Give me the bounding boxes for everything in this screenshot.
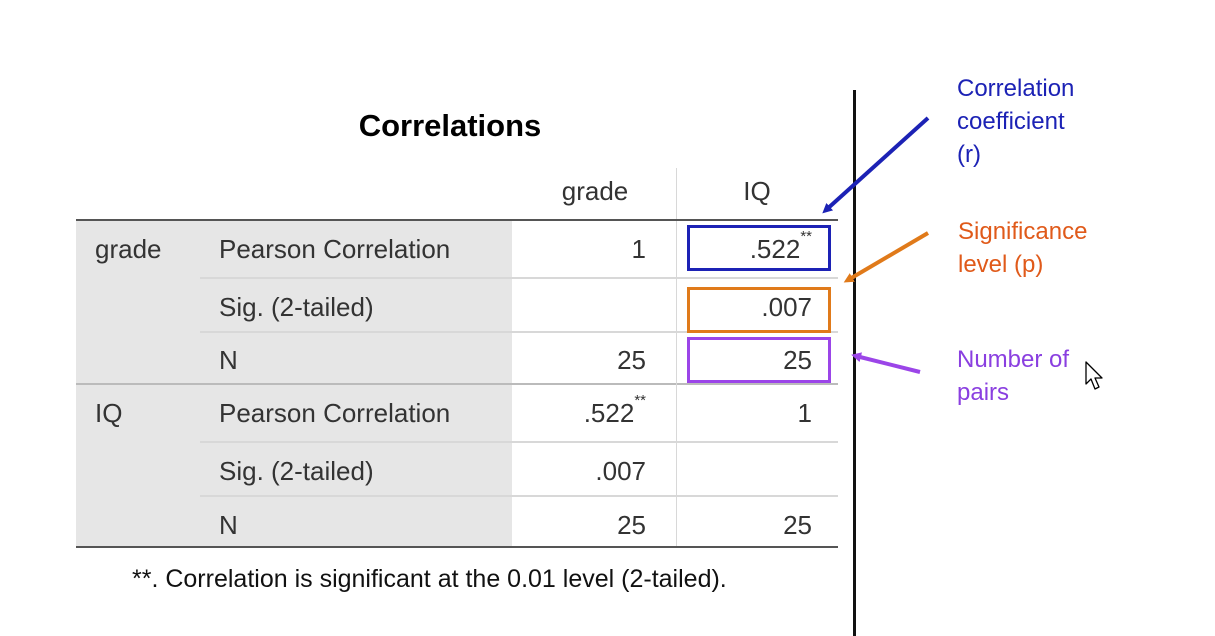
row-line	[200, 441, 838, 443]
cell-value: 25	[617, 510, 646, 540]
row-line	[200, 495, 838, 497]
mouse-pointer-icon	[1085, 361, 1103, 390]
row-line	[200, 331, 838, 333]
table-title: Correlations	[358, 108, 542, 143]
significance-highlight-box	[687, 287, 831, 333]
stat-label: N	[219, 345, 238, 375]
column-header-grade: grade	[561, 176, 629, 206]
row-group-label: IQ	[95, 398, 123, 428]
table-top-border	[76, 219, 838, 221]
table-footnote: **. Correlation is significant at the 0.…	[132, 565, 727, 593]
column-divider	[676, 221, 677, 546]
row-group-label: grade	[95, 234, 162, 264]
vertical-divider	[853, 90, 856, 636]
row-line	[200, 277, 838, 279]
column-header-iq: IQ	[743, 176, 771, 206]
correlation-highlight-box	[687, 225, 831, 271]
cell-value: 1	[797, 398, 812, 428]
group-line	[76, 383, 838, 385]
annotation-significance-level: Significance level (p)	[958, 218, 1088, 278]
stat-label: Pearson Correlation	[219, 398, 451, 428]
cell-value: 25	[617, 345, 646, 375]
stat-label: N	[219, 510, 238, 540]
cell-value: 1	[631, 234, 646, 264]
cell-value: 25	[783, 345, 812, 375]
cell-value: .007	[595, 456, 646, 486]
cell-value: .522**	[583, 392, 646, 428]
n-highlight-box	[687, 337, 831, 383]
annotation-number-of-pairs: Number of pairs	[957, 346, 1070, 406]
annotation-correlation-coefficient: Correlation coefficient (r)	[957, 75, 1075, 168]
header-divider	[676, 168, 677, 220]
stat-label: Sig. (2-tailed)	[219, 292, 374, 322]
cell-value: 25	[783, 510, 812, 540]
stat-label: Pearson Correlation	[219, 234, 451, 264]
arrow-icon	[851, 352, 921, 374]
stat-label: Sig. (2-tailed)	[219, 456, 374, 486]
arrow-icon	[843, 231, 930, 283]
cell-value: .522**	[749, 228, 812, 264]
table-bottom-border	[76, 546, 838, 548]
arrow-icon	[822, 116, 930, 214]
cell-value: .007	[761, 292, 812, 322]
